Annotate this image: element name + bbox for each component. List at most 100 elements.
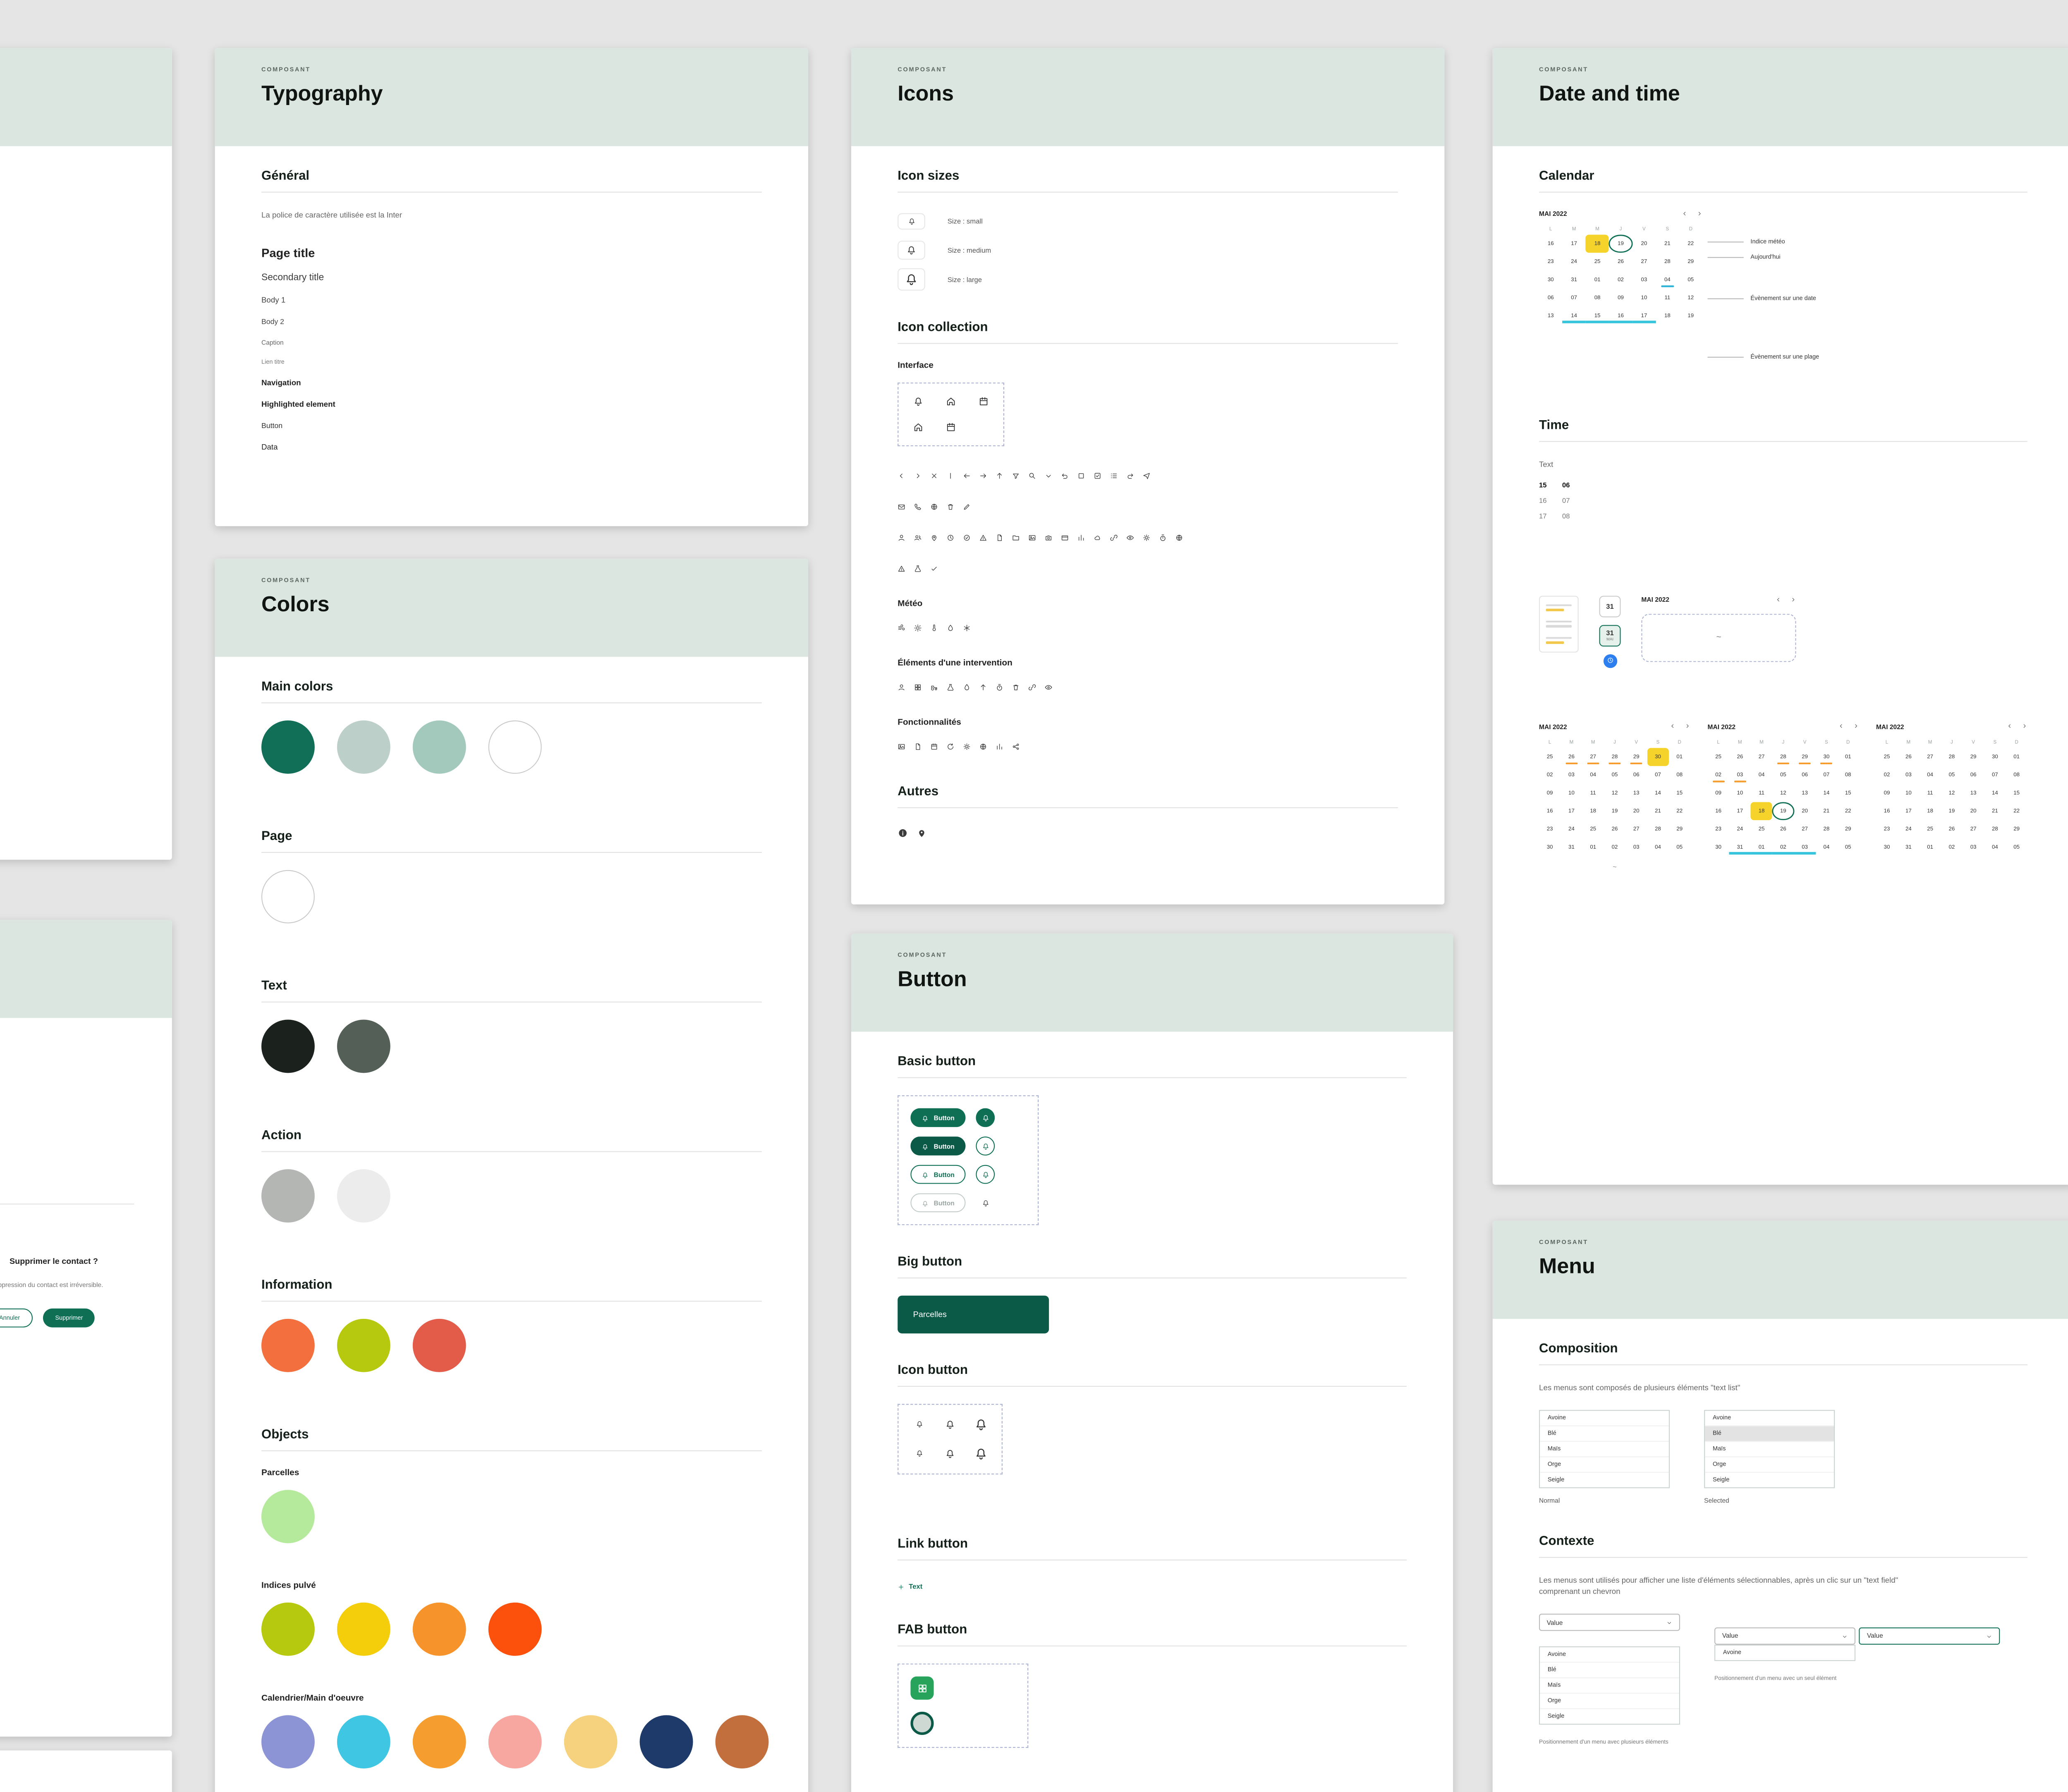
calendar-day[interactable]: 13 xyxy=(1802,790,1808,796)
menu-item[interactable]: Orge xyxy=(1540,1694,1679,1709)
calendar-day[interactable]: 21 xyxy=(1823,808,1830,814)
calendar-day[interactable]: 01 xyxy=(2013,754,2020,760)
calendar-day[interactable]: 09 xyxy=(1715,790,1722,796)
value-select-open[interactable]: Value xyxy=(1859,1627,2001,1644)
calendar-day[interactable]: 16 xyxy=(1884,808,1890,814)
calendar-day[interactable]: 08 xyxy=(2013,771,2020,778)
calendar-day[interactable]: 02 xyxy=(1618,277,1624,283)
icon-button[interactable] xyxy=(915,1446,923,1462)
calendar-chevron-right[interactable] xyxy=(1853,723,1859,730)
calendar-day[interactable]: 10 xyxy=(1641,295,1647,301)
cancel-button[interactable]: Annuler xyxy=(0,1308,33,1328)
calendar-day[interactable]: 29 xyxy=(1845,825,1851,832)
menu-item[interactable]: Avoine xyxy=(1540,1647,1679,1663)
big-button[interactable]: Parcelles xyxy=(898,1295,1049,1334)
calendar-day[interactable]: 28 xyxy=(1823,825,1830,832)
calendar-day[interactable]: 30 xyxy=(1546,844,1553,850)
menu-item[interactable]: Orge xyxy=(1540,1457,1669,1472)
calendar-day[interactable]: 04 xyxy=(1927,771,1933,778)
calendar-day[interactable]: 04 xyxy=(1991,844,1998,850)
calendar-day[interactable]: 18 xyxy=(1590,808,1596,814)
time-indicator[interactable] xyxy=(1603,653,1617,668)
basic-button[interactable]: Button xyxy=(910,1136,966,1156)
minute-option[interactable]: 06 xyxy=(1562,481,1570,489)
minute-option[interactable]: 08 xyxy=(1562,512,1570,520)
calendar-day[interactable]: 28 xyxy=(1655,825,1661,832)
calendar-day[interactable]: 05 xyxy=(1687,277,1694,283)
calendar-day[interactable]: 03 xyxy=(1568,771,1575,778)
calendar-day[interactable]: 11 xyxy=(1927,790,1933,796)
calendar-day[interactable]: 03 xyxy=(1633,844,1640,850)
calendar-day[interactable]: 30 xyxy=(1647,747,1669,766)
calendar-day[interactable]: 10 xyxy=(1568,790,1575,796)
calendar-chevron-left[interactable] xyxy=(1838,723,1844,730)
calendar-day[interactable]: 12 xyxy=(1611,790,1618,796)
calendar-day[interactable]: 26 xyxy=(1780,825,1786,832)
calendar-day[interactable]: 30 xyxy=(1715,844,1722,850)
day-chip[interactable]: 31 xyxy=(1599,595,1621,617)
icon-button[interactable] xyxy=(945,1446,955,1462)
calendar-day[interactable]: 20 xyxy=(1641,241,1647,247)
calendar-day[interactable]: 06 xyxy=(1633,771,1640,778)
calendar-day[interactable]: 11 xyxy=(1664,295,1671,301)
calendar-day[interactable]: 19 xyxy=(1609,235,1632,253)
calendar-day[interactable]: 21 xyxy=(1655,808,1661,814)
menu-item[interactable]: Blé xyxy=(1540,1663,1679,1678)
fab-button[interactable] xyxy=(910,1676,934,1700)
calendar-day[interactable]: 30 xyxy=(1816,748,1837,766)
calendar-day[interactable]: 03 xyxy=(1905,771,1912,778)
calendar-day[interactable]: 14 xyxy=(1562,307,1586,325)
calendar-chevron-left[interactable] xyxy=(1670,723,1676,730)
calendar-day[interactable]: 08 xyxy=(1845,771,1851,778)
icon-button[interactable] xyxy=(976,1165,995,1184)
calendar-day[interactable]: 16 xyxy=(1546,808,1553,814)
icon-button[interactable] xyxy=(974,1417,988,1432)
calendar-day[interactable]: 24 xyxy=(1571,258,1577,265)
menu-item[interactable]: Maïs xyxy=(1705,1441,1834,1457)
calendar-day[interactable]: 20 xyxy=(1633,808,1640,814)
calendar-chevron-right[interactable] xyxy=(2021,723,2027,730)
calendar-day[interactable]: 11 xyxy=(1590,790,1596,796)
calendar-day[interactable]: 05 xyxy=(1676,844,1683,850)
value-select[interactable]: Value xyxy=(1714,1627,1856,1644)
calendar-day[interactable]: 08 xyxy=(1676,771,1683,778)
icon-button[interactable] xyxy=(945,1417,955,1432)
calendar-day[interactable]: 29 xyxy=(1676,825,1683,832)
calendar-day[interactable]: 26 xyxy=(1948,825,1955,832)
menu-item[interactable]: Maïs xyxy=(1540,1441,1669,1457)
calendar-day[interactable]: 24 xyxy=(1568,825,1575,832)
calendar-day[interactable]: 27 xyxy=(1582,748,1604,766)
calendar-day[interactable]: 29 xyxy=(1625,748,1647,766)
calendar-chevron-right[interactable] xyxy=(1696,211,1702,217)
calendar-day[interactable]: 26 xyxy=(1905,754,1912,760)
calendar-day[interactable]: 02 xyxy=(1772,838,1794,856)
calendar-day[interactable]: 08 xyxy=(1594,295,1601,301)
icon-button[interactable] xyxy=(915,1417,923,1432)
chevron-right-icon[interactable] xyxy=(1790,596,1796,603)
calendar-day[interactable]: 12 xyxy=(1948,790,1955,796)
calendar-day[interactable]: 27 xyxy=(1802,825,1808,832)
calendar-day[interactable]: 25 xyxy=(1715,754,1722,760)
calendar-day[interactable]: 16 xyxy=(1715,808,1722,814)
date-placeholder-box[interactable]: ~ xyxy=(1641,613,1796,662)
calendar-day[interactable]: 14 xyxy=(1991,790,1998,796)
calendar-day[interactable]: 01 xyxy=(1594,277,1601,283)
calendar-chevron-left[interactable] xyxy=(1682,211,1688,217)
calendar-day[interactable]: 01 xyxy=(1751,838,1773,856)
hour-option[interactable]: 15 xyxy=(1539,481,1547,489)
calendar-chevron-right[interactable] xyxy=(1684,723,1690,730)
calendar-day[interactable]: 23 xyxy=(1715,825,1722,832)
calendar-day[interactable]: 05 xyxy=(1845,844,1851,850)
calendar-day[interactable]: 01 xyxy=(1927,844,1933,850)
hour-option[interactable]: 16 xyxy=(1539,496,1547,505)
calendar-day[interactable]: 05 xyxy=(1780,771,1786,778)
calendar-day[interactable]: 27 xyxy=(1927,754,1933,760)
calendar-day[interactable]: 01 xyxy=(1590,844,1596,850)
calendar-day[interactable]: 03 xyxy=(1794,838,1816,856)
minute-option[interactable]: 07 xyxy=(1562,496,1570,505)
calendar-day[interactable]: 26 xyxy=(1618,258,1624,265)
menu-item[interactable]: Seigle xyxy=(1712,1476,1730,1483)
calendar-day[interactable]: 19 xyxy=(1611,808,1618,814)
calendar-day[interactable]: 28 xyxy=(1604,748,1625,766)
calendar-day[interactable]: 10 xyxy=(1737,790,1743,796)
